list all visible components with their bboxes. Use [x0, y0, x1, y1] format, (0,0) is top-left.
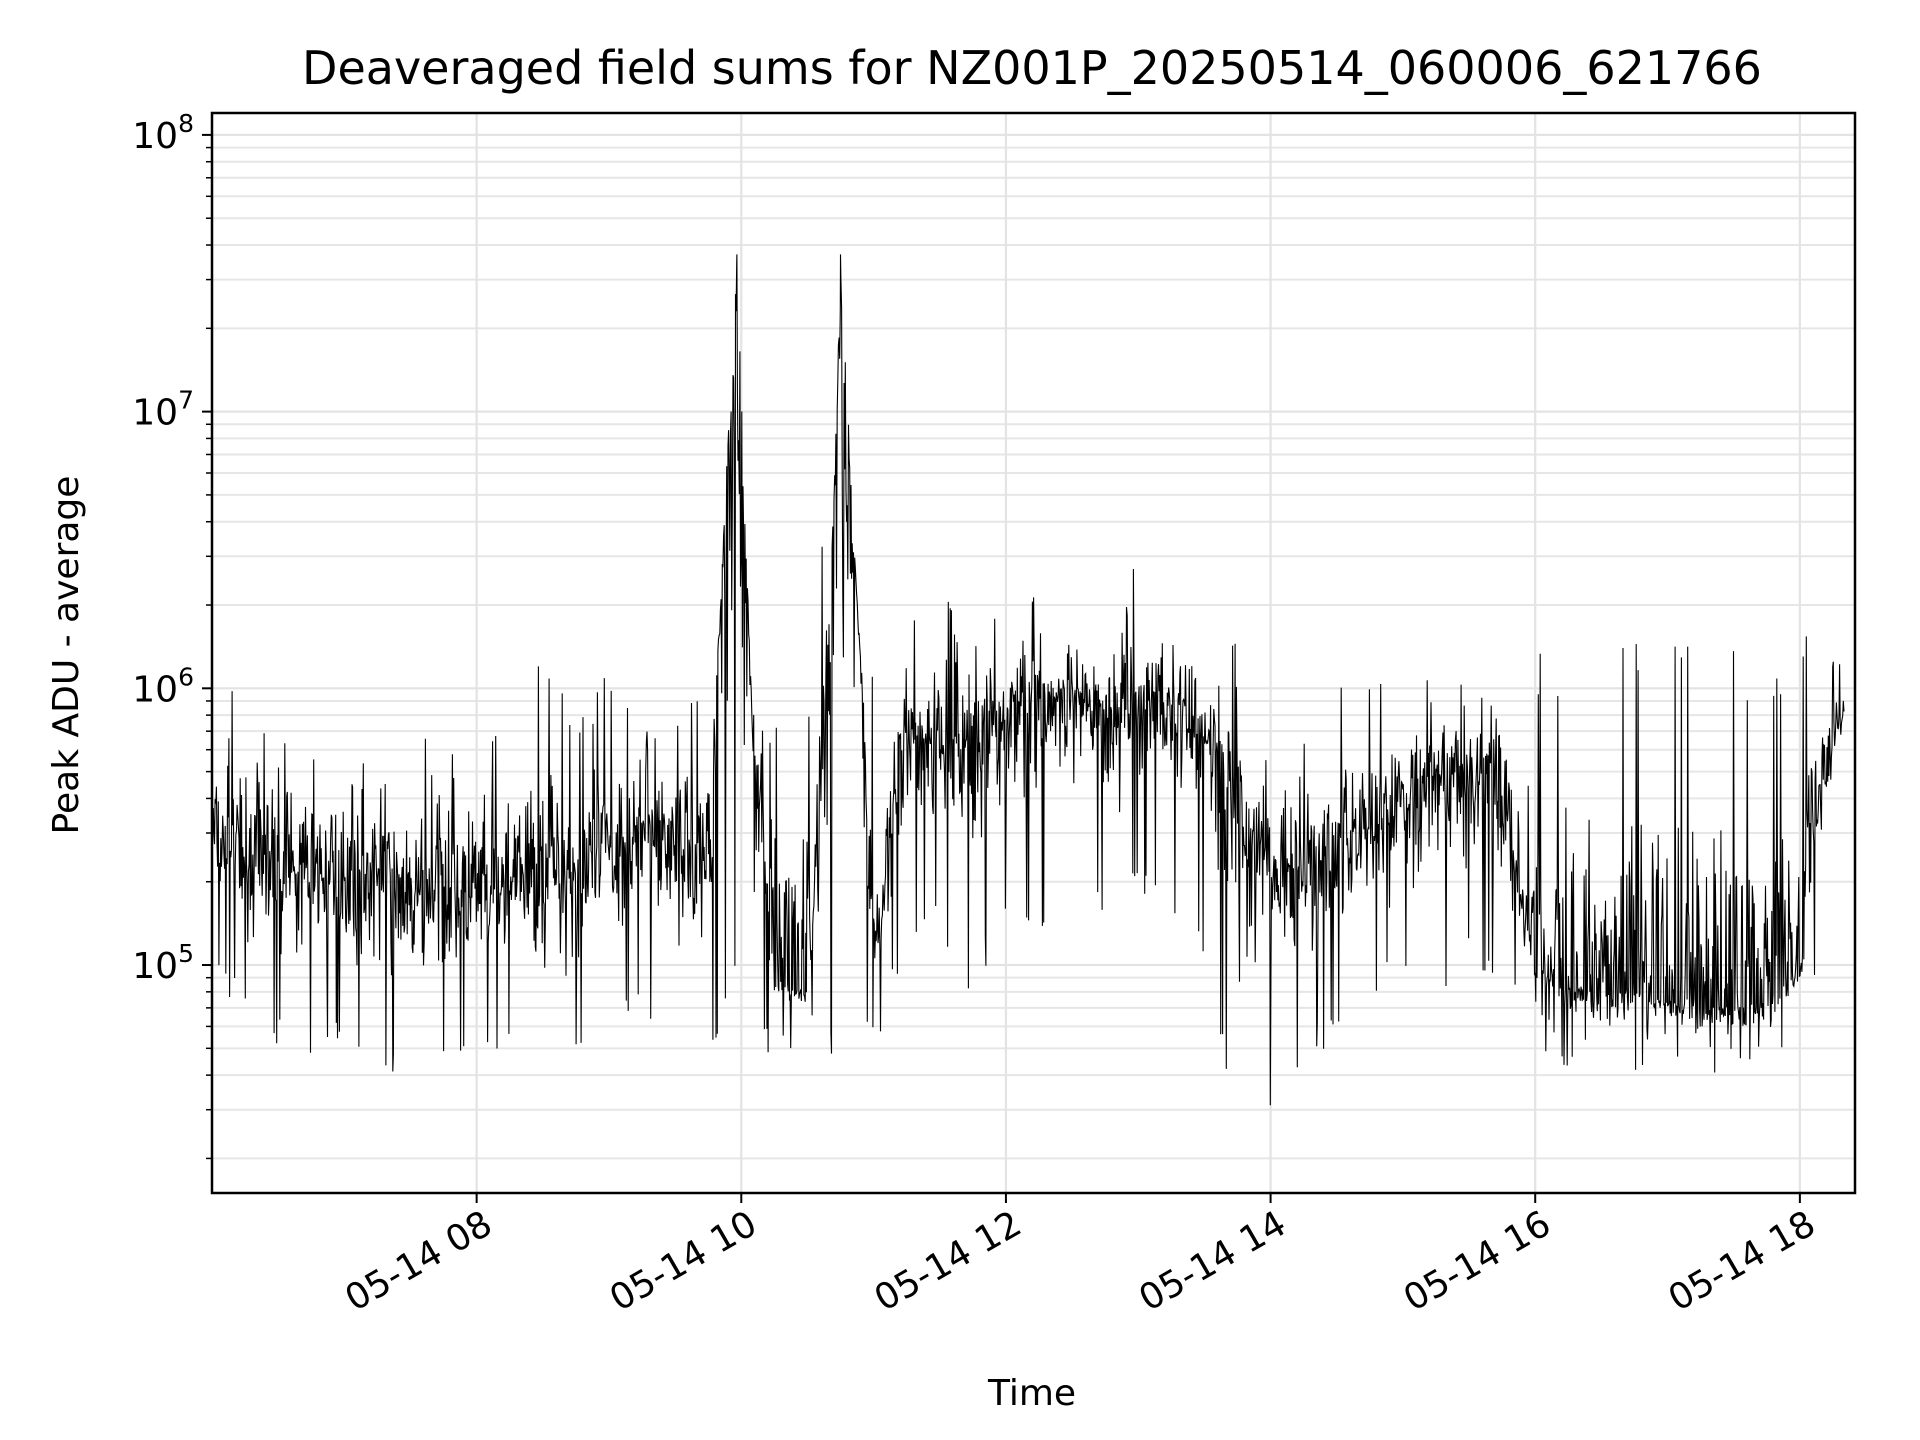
y-tick-label: 105	[132, 939, 194, 987]
plot-frame	[210, 111, 1857, 1195]
y-tick-label: 106	[132, 662, 194, 710]
x-axis-label: Time	[987, 1373, 1076, 1414]
minor-gridlines	[212, 146, 1855, 1160]
series-line	[211, 254, 1845, 1106]
y-axis: 105 106 107 108	[132, 109, 212, 1160]
y-tick-label: 107	[132, 386, 194, 434]
y-axis-label: Peak ADU - average	[46, 476, 87, 835]
y-tick-label: 108	[132, 109, 194, 157]
plot-area	[210, 111, 1857, 1195]
chart-title: Deaveraged field sums for NZ001P_2025051…	[302, 41, 1762, 95]
series-layer	[211, 254, 1845, 1106]
